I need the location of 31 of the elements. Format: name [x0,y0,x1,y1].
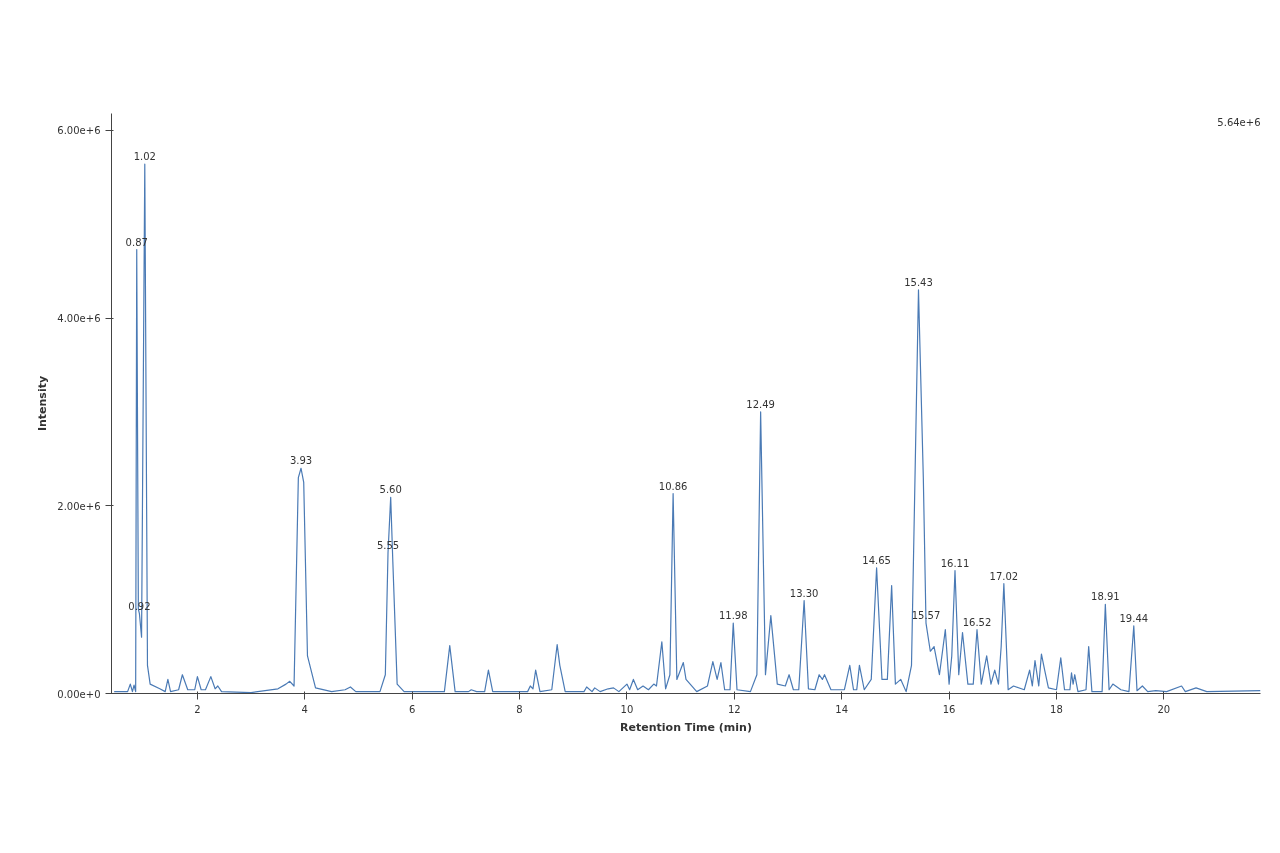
annotation: 12.49 [746,398,775,410]
annotation: 3.93 [289,455,313,467]
y-axis-title: Intensity [36,375,50,432]
x-axis-title: Retention Time (min) [620,720,752,734]
annotation: 19.44 [1119,612,1149,624]
y-tick-label: 0.00e+0 [57,688,101,700]
annotation: 17.02 [989,570,1019,582]
annotation: 5.60 [379,484,402,496]
x-tick-label: 2 [194,703,201,715]
annotation: 13.30 [789,587,819,599]
annotation: 15.43 [904,276,933,288]
annotation: 14.65 [862,554,891,566]
annotation: 5.64e+6 [1217,116,1261,128]
x-tick-label: 8 [516,703,523,715]
annotation: 1.02 [133,151,156,163]
annotation: 16.52 [962,616,992,628]
x-tick-label: 6 [408,703,416,715]
y-tick-label: 4.00e+6 [57,313,101,325]
x-tick-label: 20 [1157,703,1171,715]
y-tick-label: 6.00e+6 [57,125,101,137]
x-tick-label: 14 [835,703,849,715]
y-tick-label: 2.00e+6 [57,500,101,512]
x-tick-label: 4 [301,703,308,715]
annotation: 10.86 [658,480,688,492]
x-tick-label: 16 [942,703,956,715]
annotation: 11.98 [718,610,748,622]
x-tick-label: 18 [1050,703,1063,715]
annotation: 16.11 [940,557,970,569]
annotation: 18.91 [1091,591,1120,603]
x-tick-label: 12 [727,703,741,715]
x-tick-label: 10 [620,703,634,715]
